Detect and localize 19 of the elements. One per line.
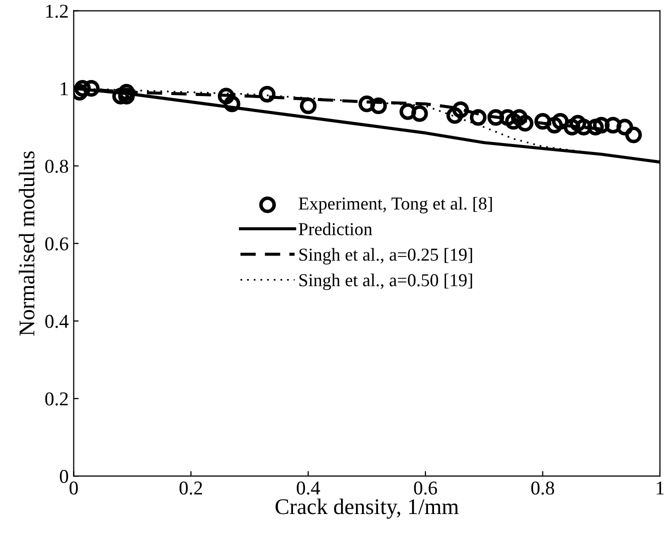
legend-label: Singh et al., a=0.50 [19] [299, 274, 472, 290]
x-axis-title: Crack density, 1/mm [276, 498, 459, 519]
y-tick-label: 0.4 [45, 314, 69, 328]
legend-label: Experiment, Tong et al. [8] [298, 196, 492, 214]
x-tick-label: 1 [656, 482, 664, 494]
legend-label: Prediction [298, 222, 372, 236]
y-tick-label: 1.2 [46, 4, 68, 18]
x-tick-label: 0 [70, 482, 78, 495]
x-tick-label: 0.8 [531, 482, 554, 495]
x-tick-label: 0.4 [296, 482, 320, 495]
y-tick-label: 0.6 [45, 237, 68, 250]
x-tick-label: 0.2 [180, 482, 202, 495]
y-axis-title: Normalised modulus [18, 151, 34, 336]
y-tick-label: 0.8 [45, 160, 68, 173]
y-tick-label: 0 [60, 470, 68, 484]
legend-label: Singh et al., a=0.25 [19] [299, 248, 472, 264]
x-tick-label: 0.6 [414, 482, 438, 495]
y-tick-label: 1 [60, 82, 68, 96]
y-tick-label: 0.2 [45, 392, 68, 406]
